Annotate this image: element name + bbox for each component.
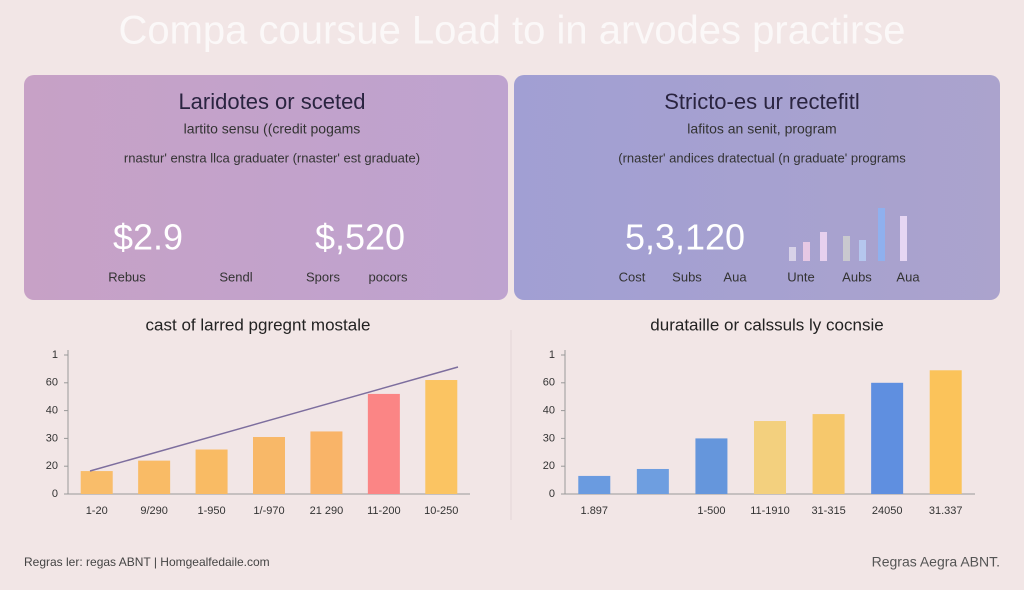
stat-label: Cost (619, 269, 646, 284)
bar (367, 393, 400, 494)
y-tick-label: 1 (549, 349, 555, 361)
bar (812, 414, 845, 494)
x-tick-label: 31-315 (811, 505, 845, 517)
bar (195, 449, 228, 494)
x-tick-label: 11-1910 (750, 505, 790, 517)
stat-label: Aua (896, 269, 920, 284)
x-tick-label: 1-500 (697, 505, 725, 517)
x-tick-label: 24050 (872, 505, 903, 517)
x-tick-label: 1-950 (198, 505, 226, 517)
stat: $2.9 (113, 217, 183, 258)
chart-title: cast of larred pgregnt mostale (146, 315, 371, 334)
panel (24, 75, 508, 300)
y-tick-label: 20 (46, 460, 58, 472)
stat: $,520 (315, 217, 405, 258)
x-tick-label: 9/290 (140, 505, 168, 517)
stat: 5,3,120 (625, 217, 745, 258)
stat-label: pocors (368, 269, 408, 284)
page-title: Compa coursue Load to in arvodes practir… (118, 9, 905, 53)
panel-title: Laridotes or sceted (178, 89, 365, 114)
footer-left: Regras ler: regas ABNT | Homgealfedaile.… (24, 555, 270, 569)
x-tick-label: 10-250 (424, 505, 458, 517)
charts: cast of larred pgregnt mostale 0 20 30 40 60 1… (46, 315, 975, 517)
bar (425, 380, 458, 494)
panel-note: rnastur' enstra llca graduater (rnaster'… (124, 150, 420, 165)
panel-subtitle: lafitos an senit, program (687, 121, 836, 137)
bar (636, 468, 669, 494)
y-tick-label: 30 (46, 432, 58, 444)
x-tick-label: 11-200 (367, 505, 400, 517)
bar (310, 431, 343, 494)
bar (754, 421, 786, 494)
bar (578, 475, 611, 494)
y-tick-label: 1 (52, 349, 58, 361)
x-tick-label: 1-20 (86, 505, 108, 517)
stat-label: Rebus (108, 269, 146, 284)
bar (80, 471, 113, 494)
trend-line (89, 366, 459, 472)
stat-label: Subs (672, 269, 702, 284)
y-tick-label: 0 (52, 488, 58, 500)
mini-bars (789, 208, 907, 261)
y-tick-label: 40 (46, 405, 58, 417)
y-tick-label: 40 (543, 405, 555, 417)
panel-subtitle: lartito sensu ((credit pogams (184, 121, 361, 137)
y-tick-label: 20 (543, 460, 555, 472)
panel-note: (rnaster' andices dratectual (n graduate… (618, 150, 906, 165)
y-tick-label: 0 (549, 488, 555, 500)
bar (871, 382, 904, 494)
y-tick-label: 30 (543, 432, 555, 444)
y-tick-label: 60 (543, 377, 555, 389)
stat-label: Unte (787, 269, 814, 284)
y-tick-label: 60 (46, 377, 58, 389)
stat-label: Spors (306, 269, 340, 284)
x-tick-label: 1.897 (581, 505, 609, 517)
bar (138, 460, 171, 494)
x-tick-label: 1/-970 (253, 505, 284, 517)
bar (929, 370, 962, 494)
chart-title: durataille or calssuls ly cocnsie (650, 315, 883, 334)
stat-label: Aubs (842, 269, 872, 284)
x-tick-label: 31.337 (929, 505, 963, 517)
footer-right: Regras Aegra ABNT. (872, 554, 1000, 570)
x-tick-label: 21 290 (310, 505, 344, 517)
bar (253, 437, 285, 494)
stat-label: Sendl (219, 269, 252, 284)
panel-title: Stricto-es ur rectefitl (664, 89, 860, 114)
bar (695, 438, 728, 494)
stat-label: Aua (723, 269, 747, 284)
